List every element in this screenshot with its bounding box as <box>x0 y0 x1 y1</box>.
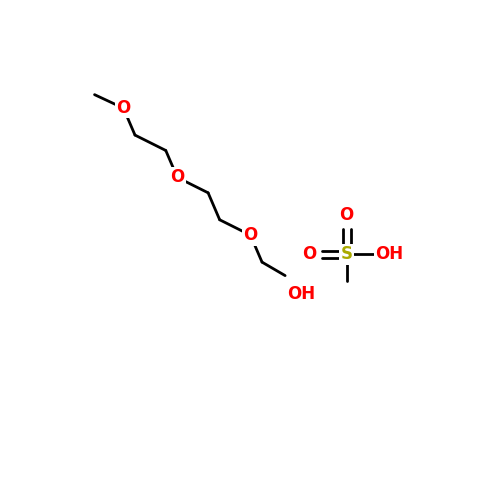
Text: O: O <box>170 168 184 186</box>
Text: S: S <box>340 246 352 264</box>
Text: OH: OH <box>376 246 404 264</box>
Text: O: O <box>302 246 316 264</box>
Text: O: O <box>340 206 354 224</box>
Text: O: O <box>116 99 130 117</box>
Text: OH: OH <box>287 285 315 303</box>
Text: O: O <box>244 226 258 244</box>
